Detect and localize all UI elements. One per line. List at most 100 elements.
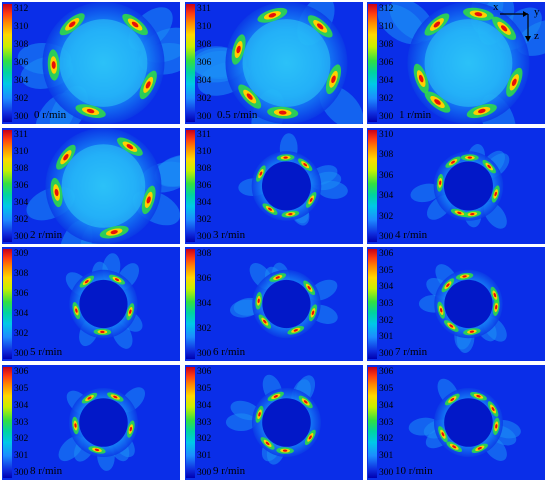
colorbar-tick: 300 [14,112,29,122]
panel-1: 312 310 308 306 304 302 300 1 r/min [367,2,545,124]
colorbar [368,367,377,478]
colorbar [368,249,377,359]
colorbar-tick: 312 [379,4,394,14]
panel-4: 310 308 306 304 302 300 4 r/min [367,128,545,244]
colorbar-tick: 306 [197,181,212,191]
colorbar-tick: 301 [14,451,29,462]
rotation-speed-label: 1 r/min [399,109,432,121]
colorbar-tick: 301 [379,332,394,343]
colorbar-tick: 306 [197,274,212,284]
colorbar-tick: 302 [14,215,29,225]
colorbar-tick: 303 [379,417,394,428]
colorbar [186,130,195,242]
colorbar-tick: 311 [14,130,28,140]
colorbar-tick: 300 [379,468,394,478]
colorbar [3,130,12,242]
colorbar-tick: 304 [197,198,212,208]
rotation-speed-label: 0.5 r/min [217,109,258,121]
axes-indicator: x y z [488,0,548,50]
axis-y-label: y [534,6,540,18]
rotation-speed-label: 6 r/min [213,346,246,358]
panel-9: 306 305 304 303 302 301 300 9 r/min [185,365,363,480]
rotation-speed-label: 2 r/min [30,229,63,241]
temperature-field [367,2,545,124]
colorbar-tick: 300 [197,349,212,359]
colorbar-tick: 300 [14,349,29,359]
colorbar-tick: 300 [379,232,394,242]
rotation-speed-label: 3 r/min [213,229,246,241]
colorbar-tick: 306 [379,249,394,259]
panel-10: 306 305 304 303 302 301 300 10 r/min [367,365,545,480]
colorbar-tick: 310 [197,22,212,32]
colorbar-tick: 309 [14,249,29,259]
colorbar-tick: 312 [14,4,29,14]
panel-8: 306 305 304 303 302 301 300 8 r/min [2,365,180,480]
temperature-field [2,247,180,361]
colorbar-tick: 300 [379,112,394,122]
colorbar [3,4,12,122]
colorbar-tick: 310 [14,147,29,157]
colorbar-tick: 304 [14,198,29,208]
rotation-speed-label: 5 r/min [30,346,63,358]
colorbar [186,249,195,359]
temperature-field [185,128,363,244]
rotation-speed-label: 9 r/min [213,465,246,477]
colorbar-tick: 304 [197,76,212,86]
colorbar-tick: 302 [197,94,212,104]
colorbar-tick: 308 [14,40,29,50]
rotation-speed-label: 7 r/min [395,346,428,358]
colorbar-tick: 308 [14,164,29,174]
temperature-field [185,2,363,124]
colorbar-tick: 308 [379,40,394,50]
colorbar-tick: 304 [14,76,29,86]
colorbar-tick: 310 [379,22,394,32]
temperature-field [367,128,545,244]
colorbar-tick: 305 [14,383,29,394]
colorbar-tick: 310 [14,22,29,32]
colorbar-tick: 308 [197,40,212,50]
colorbar-tick: 303 [379,299,394,309]
colorbar-tick: 302 [379,94,394,104]
colorbar-tick: 301 [379,451,394,462]
colorbar-tick: 306 [14,181,29,191]
colorbar-tick: 308 [197,164,212,174]
colorbar-tick: 301 [197,451,212,462]
panel-6: 308 306 304 302 300 6 r/min [185,247,363,361]
colorbar-tick: 311 [197,4,211,14]
colorbar-tick: 302 [14,329,29,339]
panel-3: 311 310 308 306 304 302 300 3 r/min [185,128,363,244]
colorbar-tick: 306 [379,170,394,181]
colorbar-tick: 304 [379,400,394,411]
colorbar [3,249,12,359]
colorbar-tick: 302 [197,324,212,334]
colorbar-tick: 308 [14,269,29,279]
axes-arrows-icon [500,11,531,42]
colorbar-tick: 308 [197,249,212,259]
colorbar [186,367,195,478]
colorbar-tick: 304 [197,400,212,411]
colorbar-tick: 305 [379,383,394,394]
colorbar [368,130,377,242]
colorbar-tick: 302 [197,215,212,225]
axis-x-label: x [493,1,499,13]
rotation-speed-label: 0 r/min [34,109,67,121]
colorbar-tick: 308 [379,150,394,161]
colorbar-tick: 302 [14,434,29,445]
panel-2: 311 310 308 306 304 302 300 2 r/min [2,128,180,244]
colorbar [3,367,12,478]
colorbar-tick: 302 [197,434,212,445]
colorbar-tick: 304 [197,299,212,309]
colorbar-tick: 300 [379,349,394,359]
colorbar-tick: 303 [14,417,29,428]
rotation-speed-label: 8 r/min [30,465,63,477]
colorbar-tick: 305 [197,383,212,394]
colorbar-tick: 304 [14,400,29,411]
rotation-speed-label: 10 r/min [395,465,433,477]
colorbar-tick: 300 [14,232,29,242]
temperature-field [367,365,545,480]
colorbar-tick: 306 [14,367,29,377]
colorbar-tick: 306 [14,289,29,299]
colorbar-tick: 300 [197,468,212,478]
panel-0-5: 311 310 308 306 304 302 300 0.5 r/min [185,2,363,124]
colorbar-tick: 306 [379,367,394,377]
